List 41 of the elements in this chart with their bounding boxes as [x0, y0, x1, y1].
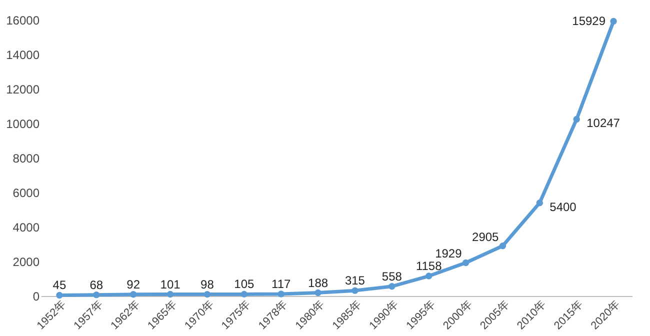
- data-label: 1158: [416, 259, 442, 274]
- data-label: 101: [160, 277, 181, 292]
- y-tick-label: 12000: [6, 82, 40, 96]
- point: [499, 242, 506, 250]
- y-tick-label: 2000: [12, 255, 40, 269]
- data-label: 117: [272, 276, 291, 291]
- point: [610, 18, 617, 25]
- y-tick-label: 14000: [6, 48, 40, 62]
- data-label: 188: [308, 276, 328, 290]
- point: [352, 287, 358, 294]
- data-label: 98: [200, 277, 214, 292]
- point: [93, 291, 100, 298]
- data-label: 92: [126, 277, 140, 292]
- point: [240, 290, 248, 298]
- data-label: 45: [52, 278, 66, 292]
- point: [462, 259, 470, 266]
- point: [536, 200, 544, 206]
- data-label: 558: [382, 269, 402, 284]
- point: [130, 291, 137, 298]
- point: [166, 290, 174, 298]
- y-tick-label: 4000: [12, 220, 40, 234]
- y-tick-label: 6000: [12, 186, 40, 200]
- point: [573, 116, 580, 123]
- point: [56, 292, 63, 299]
- data-label: 315: [344, 274, 366, 288]
- data-label: 10247: [586, 116, 620, 130]
- data-label: 15929: [572, 14, 606, 28]
- y-tick-label: 8000: [12, 152, 40, 166]
- point: [204, 290, 211, 298]
- y-tick-label: 0: [32, 290, 40, 304]
- data-label: 68: [90, 278, 104, 292]
- point: [278, 290, 284, 298]
- data-label: 105: [234, 277, 254, 292]
- data-label: 5400: [550, 200, 577, 214]
- point: [388, 283, 396, 290]
- data-label: 2905: [472, 230, 500, 244]
- y-tick-label: 16000: [6, 14, 40, 28]
- point: [425, 272, 432, 280]
- data-label: 1929: [435, 246, 462, 261]
- point: [314, 289, 322, 296]
- y-tick-label: 10000: [6, 117, 40, 131]
